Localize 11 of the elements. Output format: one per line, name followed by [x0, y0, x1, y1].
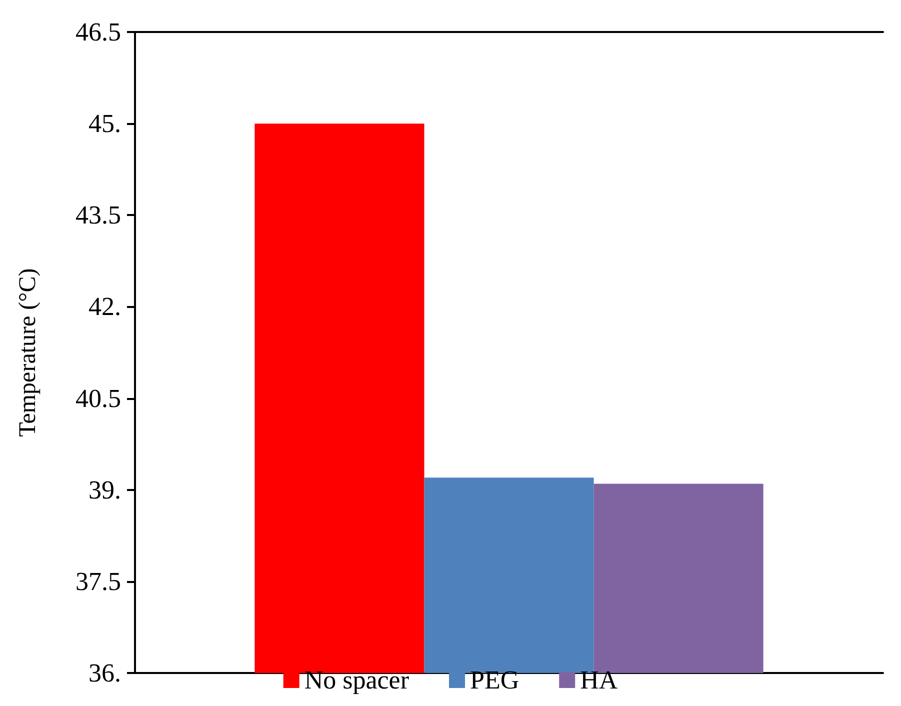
y-tick-label: 43.5 — [76, 200, 121, 230]
y-tick-label: 42. — [88, 292, 121, 322]
y-tick-label: 36. — [88, 658, 121, 688]
y-tick-label: 39. — [88, 475, 121, 504]
y-tick-label: 40.5 — [76, 384, 121, 413]
y-tick-label: 45. — [88, 109, 121, 138]
y-tick-label: 46.5 — [76, 18, 121, 46]
legend-label: No spacer — [304, 666, 410, 694]
y-axis-title: Temperature (°C) — [15, 268, 41, 437]
legend-label: HA — [580, 666, 618, 694]
y-tick-label: 37.5 — [76, 566, 121, 596]
